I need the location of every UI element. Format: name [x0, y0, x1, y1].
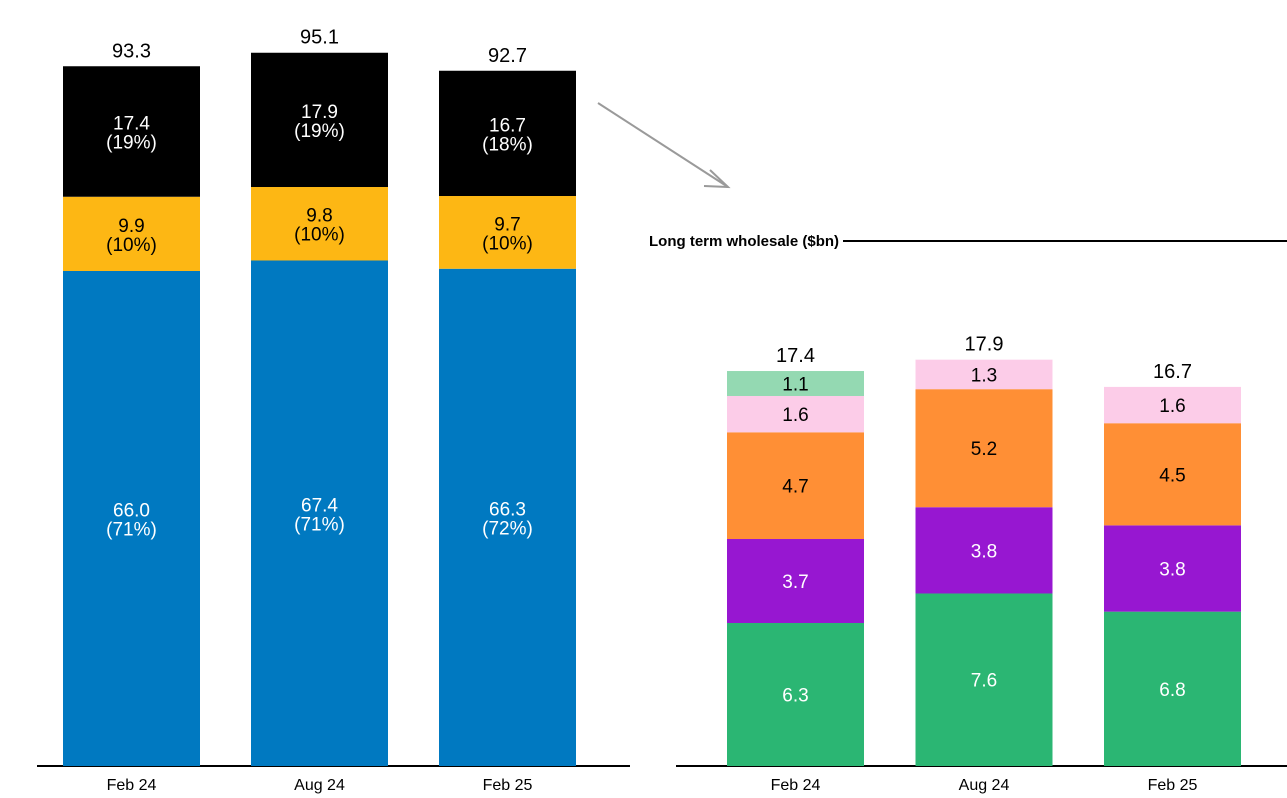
bar-segment	[63, 196, 200, 271]
x-tick-label: Aug 24	[959, 777, 1010, 794]
segment-value-label: 7.6	[971, 671, 997, 692]
segment-value-label: 3.8	[1159, 560, 1185, 581]
segment-value-label: 1.3	[971, 365, 997, 386]
segment-percent-label: (72%)	[482, 518, 533, 539]
bar-total-label: 17.9	[965, 334, 1004, 356]
segment-value-label: 67.4	[301, 495, 338, 516]
bar-segment	[915, 507, 1053, 594]
bar-segment	[1104, 386, 1241, 424]
bar-segment	[915, 593, 1053, 766]
segment-value-label: 1.1	[782, 375, 808, 396]
segment-value-label: 4.7	[782, 477, 808, 498]
bar-segment	[1104, 611, 1241, 766]
bar-segment	[439, 196, 576, 269]
segment-value-label: 17.9	[301, 102, 338, 123]
bar-segment	[251, 260, 388, 766]
x-tick-label: Feb 25	[1148, 777, 1198, 794]
bar-total-label: 17.4	[776, 345, 815, 367]
segment-percent-label: (19%)	[106, 133, 157, 154]
segment-percent-label: (10%)	[294, 225, 345, 246]
segment-value-label: 5.2	[971, 439, 997, 460]
segment-value-label: 9.9	[118, 216, 144, 237]
segment-percent-label: (71%)	[106, 520, 157, 541]
bar-segment	[727, 622, 864, 766]
bar-segment	[915, 389, 1053, 508]
bar-total-label: 92.7	[488, 45, 527, 67]
connector-arrow-head	[703, 169, 731, 189]
segment-percent-label: (71%)	[294, 514, 345, 535]
segment-percent-label: (10%)	[106, 235, 157, 256]
x-tick-label: Feb 24	[107, 777, 157, 794]
x-tick-label: Feb 24	[771, 777, 821, 794]
bar-segment	[727, 371, 864, 396]
segment-value-label: 4.5	[1159, 465, 1185, 486]
segment-value-label: 16.7	[489, 115, 526, 136]
segment-percent-label: (19%)	[294, 121, 345, 142]
bar-total-label: 93.3	[112, 40, 151, 62]
segment-value-label: 3.7	[782, 572, 808, 593]
segment-value-label: 9.8	[306, 206, 332, 227]
bar-segment	[63, 271, 200, 766]
connector-arrow-line	[597, 102, 729, 188]
x-tick-label: Aug 24	[294, 777, 345, 794]
bar-segment	[63, 66, 200, 197]
x-tick-label: Feb 25	[483, 777, 533, 794]
segment-value-label: 9.7	[494, 214, 520, 235]
segment-value-label: 1.6	[782, 405, 808, 426]
wholesale-chart-title: Long term wholesale ($bn)	[649, 233, 839, 250]
bar-segment	[727, 432, 864, 539]
segment-value-label: 3.8	[971, 541, 997, 562]
segment-value-label: 6.3	[782, 686, 808, 707]
segment-value-label: 6.8	[1159, 680, 1185, 701]
bar-segment	[251, 187, 388, 261]
bar-segment	[727, 539, 864, 623]
bar-segment	[727, 395, 864, 433]
segment-value-label: 66.3	[489, 499, 526, 520]
bar-segment	[1104, 423, 1241, 526]
segment-value-label: 17.4	[113, 114, 150, 135]
bar-total-label: 95.1	[300, 27, 339, 49]
bar-segment	[915, 359, 1053, 390]
bar-segment	[1104, 525, 1241, 612]
segment-percent-label: (10%)	[482, 233, 533, 254]
segment-value-label: 1.6	[1159, 396, 1185, 417]
wholesale-chart: 6.3 3.7 4.7 1.6 1.1 17.4 Feb 24 7.6 3.8 5.2 1.3 17.…	[676, 334, 1287, 794]
segment-percent-label: (18%)	[482, 134, 533, 155]
bar-segment	[439, 268, 576, 766]
bar-segment	[439, 70, 576, 196]
bar-segment	[251, 52, 388, 187]
segment-value-label: 66.0	[113, 501, 150, 522]
bar-total-label: 16.7	[1153, 361, 1192, 383]
